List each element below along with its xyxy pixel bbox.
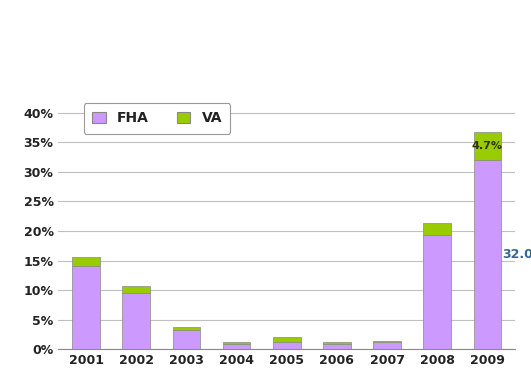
- Bar: [173, 330, 200, 349]
- Bar: [474, 160, 501, 349]
- Bar: [122, 293, 150, 349]
- Bar: [223, 341, 250, 345]
- Bar: [373, 342, 401, 349]
- Bar: [424, 223, 451, 235]
- Bar: [122, 286, 150, 293]
- Bar: [72, 257, 100, 267]
- Bar: [72, 267, 100, 349]
- Text: FHA and VA Mortgages: FHA and VA Mortgages: [131, 23, 400, 43]
- Bar: [373, 341, 401, 342]
- Bar: [424, 235, 451, 349]
- Bar: [173, 327, 200, 330]
- Text: 4.7%: 4.7%: [472, 141, 503, 151]
- Bar: [223, 345, 250, 349]
- Bar: [323, 345, 350, 349]
- Bar: [474, 132, 501, 160]
- Bar: [323, 342, 350, 345]
- Legend: FHA, VA: FHA, VA: [83, 103, 230, 133]
- Bar: [273, 341, 301, 349]
- Text: 32.0%: 32.0%: [502, 248, 531, 261]
- Bar: [273, 338, 301, 341]
- Text: (First Mortgage): (First Mortgage): [204, 64, 327, 79]
